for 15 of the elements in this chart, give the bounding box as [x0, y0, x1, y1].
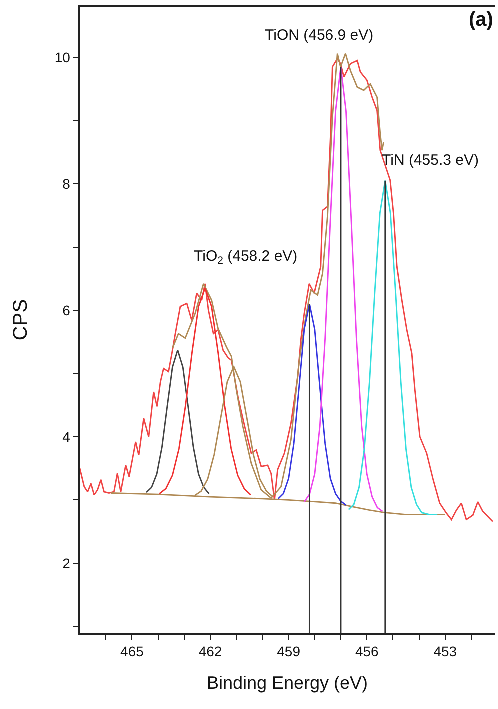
- annotation: (a): [469, 9, 494, 31]
- y-tick-label: 8: [62, 176, 71, 192]
- x-tick-label: 456: [355, 644, 380, 660]
- y-tick-label: 4: [62, 428, 71, 445]
- y-tick-label: 2: [62, 555, 71, 572]
- x-tick-label: 453: [434, 644, 458, 660]
- x-tick-label: 462: [198, 644, 222, 660]
- annotation: TiO$_{2}$ (458.2 eV): [194, 248, 298, 268]
- x-tick-label: 465: [120, 644, 144, 660]
- x-tick-label: 459: [277, 644, 301, 660]
- x-axis-title: Binding Energy (eV): [206, 673, 368, 694]
- y-tick-label: 6: [62, 302, 71, 318]
- annotation: TiON (456.9 eV): [265, 27, 374, 44]
- y-axis-title: CPS: [10, 299, 32, 341]
- y-tick-label: 10: [54, 49, 71, 66]
